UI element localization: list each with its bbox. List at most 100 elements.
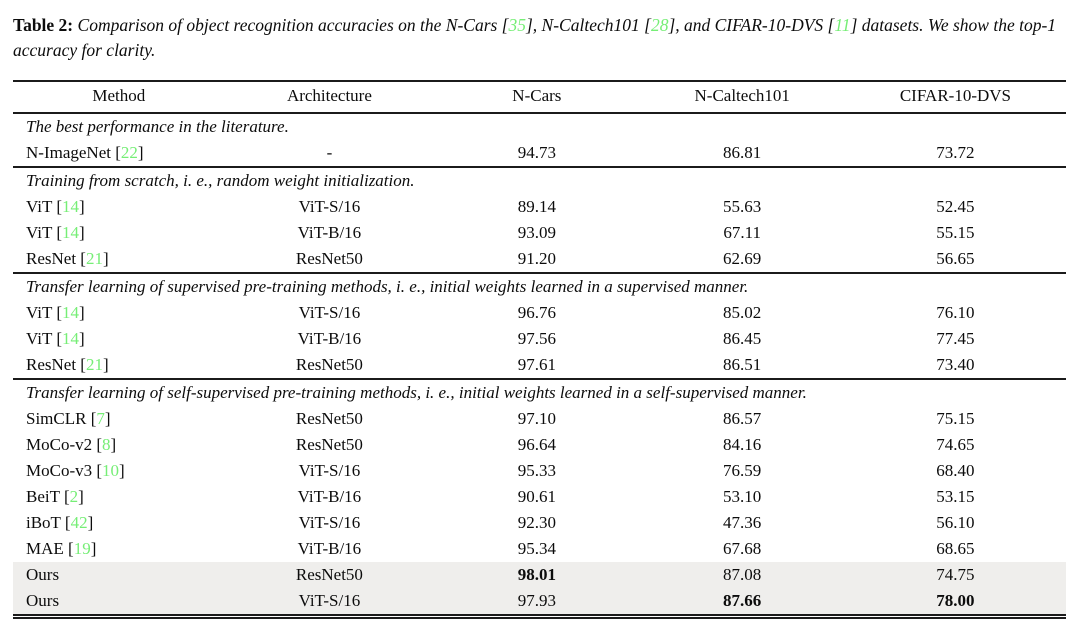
citation-link[interactable]: 7: [96, 409, 105, 428]
value-cell: 96.64: [517, 435, 556, 454]
value-cell: 67.68: [723, 539, 762, 558]
value-cell: 75.15: [936, 409, 975, 428]
citation-link[interactable]: 35: [508, 15, 527, 35]
value-cell: 52.45: [936, 197, 975, 216]
value-cell: 86.51: [639, 352, 845, 380]
value-cell: 97.56: [517, 329, 556, 348]
method-cell: MoCo-v3 [10]: [26, 461, 125, 480]
value-cell: 94.73: [434, 140, 640, 168]
section-heading-row: Training from scratch, i. e., random wei…: [13, 167, 1066, 194]
column-header-cifar10dvs: CIFAR-10-DVS: [844, 80, 1066, 114]
citation-link[interactable]: 21: [85, 249, 103, 268]
table-row: ViT [14] ViT-B/16 93.09 67.11 55.15: [13, 220, 1066, 246]
table-row: SimCLR [7] ResNet50 97.10 86.57 75.15: [13, 406, 1066, 432]
value-cell: 87.66: [723, 591, 762, 610]
value-cell: 87.08: [723, 565, 762, 584]
table-row: ViT [14] ViT-S/16 89.14 55.63 52.45: [13, 194, 1066, 220]
architecture-cell: ViT-B/16: [297, 223, 362, 242]
table-row: Ours ResNet50 98.01 87.08 74.75: [13, 562, 1066, 588]
header-row: Method Architecture N-Cars N-Caltech101 …: [13, 80, 1066, 114]
value-cell: 76.10: [936, 303, 975, 322]
value-cell: 85.02: [723, 303, 762, 322]
column-header-method: Method: [13, 80, 225, 114]
method-cell: ViT [14]: [26, 197, 85, 216]
caption-segment: ], and CIFAR-10-DVS [: [668, 15, 835, 35]
section-heading-row: Transfer learning of self-supervised pre…: [13, 379, 1066, 406]
value-cell: 78.00: [936, 591, 975, 610]
value-cell: 74.65: [936, 435, 975, 454]
citation-link[interactable]: 21: [85, 355, 103, 374]
value-cell: 67.11: [723, 223, 761, 242]
value-cell: 86.57: [723, 409, 762, 428]
citation-link[interactable]: 2: [69, 487, 79, 506]
table-row: ResNet [21] ResNet50 97.61 86.51 73.40: [13, 352, 1066, 380]
method-cell: ViT [14]: [26, 223, 85, 242]
value-cell: 86.45: [723, 329, 762, 348]
method-cell: Ours: [26, 591, 60, 610]
value-cell: 53.10: [723, 487, 762, 506]
citation-link[interactable]: 28: [650, 15, 669, 35]
value-cell: 53.15: [936, 487, 975, 506]
column-header-ncars: N-Cars: [434, 80, 640, 114]
method-cell: SimCLR [7]: [26, 409, 111, 428]
section-heading: Training from scratch, i. e., random wei…: [26, 171, 415, 190]
caption-segment: Comparison of object recognition accurac…: [77, 15, 509, 35]
value-cell: 91.20: [434, 246, 640, 274]
method-cell: iBoT [42]: [26, 513, 94, 532]
caption-segment: ] datasets. We show the top-1 accuracy f…: [13, 15, 1057, 60]
citation-link[interactable]: 42: [70, 513, 88, 532]
citation-link[interactable]: 14: [61, 329, 79, 348]
results-table: Method Architecture N-Cars N-Caltech101 …: [13, 80, 1066, 614]
value-cell: 86.81: [639, 140, 845, 168]
architecture-cell: ViT-S/16: [298, 303, 361, 322]
method-cell: ResNet [21]: [13, 352, 225, 380]
architecture-cell: ViT-B/16: [297, 329, 362, 348]
citation-link[interactable]: 10: [102, 461, 120, 480]
citation-link[interactable]: 11: [834, 15, 851, 35]
architecture-cell: ResNet50: [295, 565, 363, 584]
method-cell: BeiT [2]: [26, 487, 84, 506]
table-row: N-ImageNet [22] -94.73 86.81 73.72: [13, 140, 1066, 168]
section-heading-row: Transfer learning of supervised pre-trai…: [13, 273, 1066, 300]
method-cell: N-ImageNet [22]: [13, 140, 225, 168]
value-cell: 73.40: [844, 352, 1066, 380]
value-cell: 96.76: [517, 303, 556, 322]
value-cell: 56.10: [936, 513, 975, 532]
table-row: Ours ViT-S/16 97.93 87.66 78.00: [13, 588, 1066, 614]
method-cell: Ours: [26, 565, 60, 584]
table-row: ViT [14] ViT-S/16 96.76 85.02 76.10: [13, 300, 1066, 326]
value-cell: 92.30: [517, 513, 556, 532]
value-cell: 62.69: [639, 246, 845, 274]
citation-link[interactable]: 22: [120, 143, 138, 162]
citation-link[interactable]: 8: [102, 435, 111, 454]
method-cell: ResNet [21]: [13, 246, 225, 274]
table-row: ResNet [21] ResNet50 91.20 62.69 56.65: [13, 246, 1066, 274]
table-row: ViT [14] ViT-B/16 97.56 86.45 77.45: [13, 326, 1066, 352]
value-cell: 47.36: [723, 513, 762, 532]
citation-link[interactable]: 14: [61, 303, 79, 322]
citation-link[interactable]: 14: [61, 223, 79, 242]
architecture-cell: ViT-S/16: [298, 197, 361, 216]
column-header-architecture: Architecture: [224, 80, 435, 114]
table-row: MoCo-v3 [10] ViT-S/16 95.33 76.59 68.40: [13, 458, 1066, 484]
architecture-cell: ViT-B/16: [297, 487, 362, 506]
method-cell: MoCo-v2 [8]: [26, 435, 117, 454]
value-cell: 93.09: [517, 223, 556, 242]
value-cell: 98.01: [517, 565, 556, 584]
section-heading: Transfer learning of self-supervised pre…: [26, 383, 807, 402]
value-cell: 76.59: [723, 461, 762, 480]
section-heading: Transfer learning of supervised pre-trai…: [26, 277, 749, 296]
value-cell: 90.61: [517, 487, 556, 506]
citation-link[interactable]: 14: [61, 197, 79, 216]
value-cell: 97.93: [517, 591, 556, 610]
citation-link[interactable]: 19: [73, 539, 91, 558]
table-caption: Table 2: Comparison of object recognitio…: [13, 13, 1066, 63]
table-body: The best performance in the literature. N…: [13, 113, 1066, 614]
column-header-ncaltech101: N-Caltech101: [639, 80, 845, 114]
table-row: MoCo-v2 [8] ResNet50 96.64 84.16 74.65: [13, 432, 1066, 458]
table-row: BeiT [2] ViT-B/16 90.61 53.10 53.15: [13, 484, 1066, 510]
method-cell: MAE [19]: [26, 539, 97, 558]
value-cell: 84.16: [723, 435, 762, 454]
value-cell: 89.14: [517, 197, 556, 216]
results-table-container: Method Architecture N-Cars N-Caltech101 …: [13, 80, 1066, 619]
